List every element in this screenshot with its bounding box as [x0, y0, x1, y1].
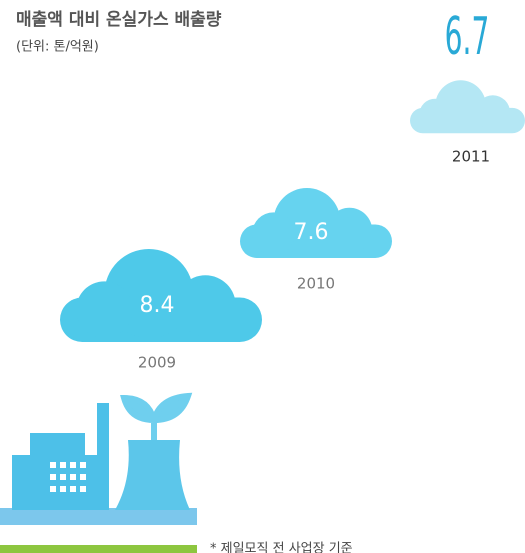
chimney	[97, 403, 109, 510]
cloud-puff	[175, 275, 236, 336]
cloud-puff	[419, 99, 451, 131]
factory-illustration	[0, 396, 197, 525]
building-top	[30, 433, 85, 458]
cloud-puff	[252, 212, 295, 255]
chart-subtitle: (단위: 톤/억원)	[16, 40, 99, 55]
ground	[0, 508, 197, 525]
page: 매출액 대비 온실가스 배출량 (단위: 톤/억원) * 제일모직 전 사업장 …	[0, 0, 525, 553]
value-label: 6.7	[445, 7, 490, 68]
category-label: 2011	[452, 148, 490, 166]
sprout	[124, 396, 188, 440]
value-label: 7.6	[294, 220, 329, 245]
chart: 매출액 대비 온실가스 배출량 (단위: 톤/억원) * 제일모직 전 사업장 …	[0, 0, 525, 553]
category-label: 2009	[138, 354, 176, 372]
chart-title: 매출액 대비 온실가스 배출량	[16, 10, 222, 30]
cloud-puff	[476, 95, 511, 130]
cloud	[410, 80, 525, 133]
value-label: 8.4	[140, 293, 175, 318]
cooling-tower	[115, 440, 190, 510]
category-label: 2010	[297, 275, 335, 293]
accent-bar	[0, 545, 197, 553]
cloud-puff	[76, 281, 133, 338]
cloud-puff	[327, 208, 373, 254]
note: * 제일모직 전 사업장 기준	[210, 542, 353, 553]
